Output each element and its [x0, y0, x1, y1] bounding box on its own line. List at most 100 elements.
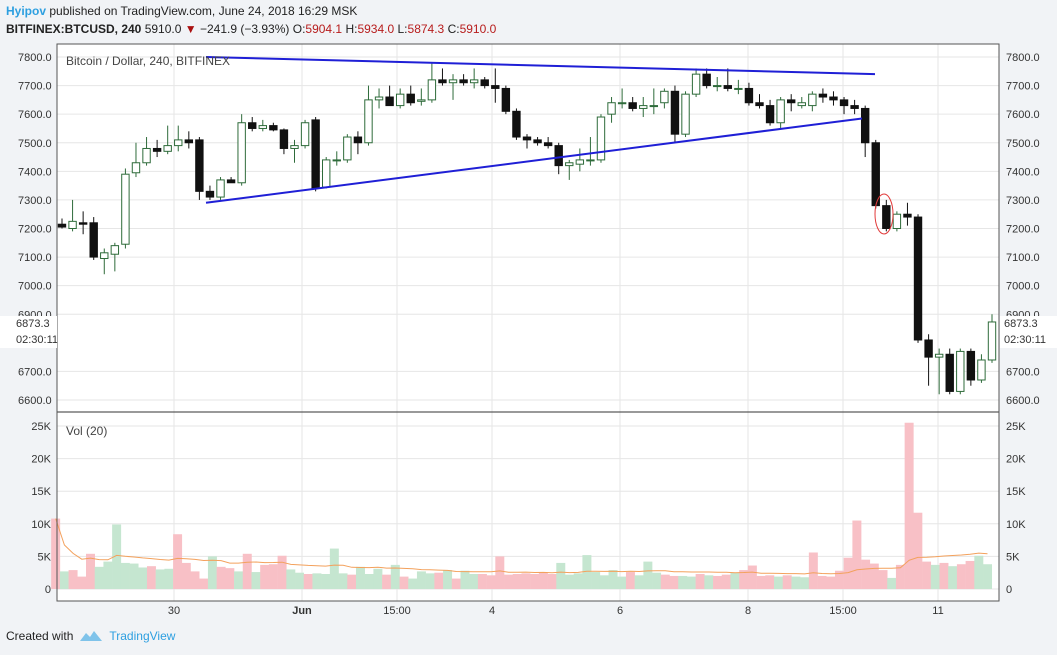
volume-bar [216, 566, 226, 589]
candle-body [892, 213, 902, 229]
volume-bar [887, 577, 897, 589]
volume-bar [103, 561, 113, 589]
candle-body [945, 353, 954, 392]
volume-bar [895, 564, 905, 589]
candle [617, 88, 627, 109]
candle-body [808, 93, 817, 107]
candle [205, 185, 215, 200]
candle [353, 131, 363, 155]
volume-bar [382, 574, 392, 589]
volume-bar [303, 574, 313, 589]
candle [195, 137, 204, 200]
candle-body [322, 159, 331, 188]
candle [174, 125, 183, 152]
tradingview-brand-link[interactable]: TradingView [109, 629, 176, 643]
price-tick-right: 6700.0 [1006, 366, 1040, 378]
candle-body [681, 93, 690, 135]
volume-bar [974, 555, 984, 589]
candle [882, 199, 891, 232]
candle [448, 74, 458, 100]
volume-tick-right: 15K [1006, 486, 1026, 498]
volume-bar [77, 576, 87, 589]
price-tick-right: 6600.0 [1006, 395, 1040, 407]
volume-bar [983, 564, 993, 589]
time-tick: 15:00 [829, 605, 857, 617]
candle [765, 99, 775, 126]
volume-bar [721, 574, 731, 589]
candle-body [966, 350, 976, 381]
candle-body [290, 145, 299, 149]
countdown-right: 02:30:11 [1004, 334, 1046, 346]
volume-bar [704, 575, 714, 589]
candle [374, 88, 384, 109]
volume-bar [930, 564, 940, 589]
candle [934, 348, 944, 395]
volume-bar [434, 572, 444, 589]
price-tick-left: 7700.0 [18, 81, 52, 93]
trendline-resistance[interactable] [205, 56, 876, 76]
volume-bar [573, 573, 583, 589]
volume-title: Vol (20) [66, 424, 107, 438]
candle-body [142, 147, 151, 164]
trendline-support[interactable] [205, 117, 863, 204]
candle [755, 94, 764, 109]
candle [691, 68, 701, 98]
volume-bar [207, 556, 217, 589]
volume-tick-left: 5K [38, 551, 52, 563]
candle [903, 202, 912, 226]
candle [966, 348, 976, 386]
time-axis[interactable]: 30 Jun 15:00 4 6 8 15:00 11 [168, 605, 944, 617]
candle-body [596, 116, 606, 161]
volume-bar [817, 575, 827, 589]
author-name[interactable]: Hyipov [6, 4, 47, 18]
price-tick-left: 7300.0 [18, 195, 52, 207]
candle-body [258, 125, 267, 129]
candle [660, 88, 669, 109]
volume-bar [747, 565, 757, 589]
highlight-ellipse[interactable] [874, 193, 894, 235]
candle [385, 85, 394, 107]
candle [226, 177, 236, 184]
candle [977, 354, 986, 383]
candle-body [300, 122, 310, 147]
price-tick-left: 7600.0 [18, 109, 52, 121]
candle-body [353, 136, 363, 144]
price-tick-left: 7400.0 [18, 166, 52, 178]
volume-bar [826, 576, 836, 589]
open-label: O: [292, 22, 306, 36]
price-tick-right: 7300.0 [1006, 195, 1040, 207]
volume-bar [922, 561, 932, 589]
volume-bar [146, 566, 156, 589]
volume-bar [530, 574, 540, 589]
volume-bar [782, 575, 792, 589]
countdown-left: 02:30:11 [16, 334, 58, 346]
candle [628, 97, 637, 112]
volume-bar [660, 574, 670, 589]
price-axes[interactable]: 7800.0 7800.0 7700.0 7700.0 7600.0 7600.0 7500… [18, 52, 1040, 407]
volume-bar [112, 524, 122, 589]
candle-body [427, 79, 437, 101]
volume-bar [347, 574, 357, 589]
candle-body [639, 105, 648, 109]
candle [808, 91, 817, 112]
volume-tick-left: 0 [45, 584, 51, 596]
candle [913, 214, 923, 343]
candle-body [417, 99, 426, 102]
volume-axes[interactable]: 25K 25K 20K 20K 15K 15K 10K 10K 5K 5K 0 0 [31, 421, 1026, 596]
candle [78, 211, 88, 235]
footer: Created with TradingView [6, 629, 175, 643]
candle-body [131, 162, 141, 174]
candle [121, 168, 130, 249]
volume-moving-average [55, 518, 988, 575]
volume-tick-left: 25K [31, 421, 51, 433]
volume-bar [242, 553, 252, 589]
candle-body [311, 119, 320, 189]
candle-body [617, 102, 627, 105]
volume-bar [373, 568, 383, 589]
down-arrow-icon: ▼ [184, 22, 197, 36]
volume-bar [338, 573, 348, 589]
volume-tick-right: 25K [1006, 421, 1026, 433]
candle-body [163, 145, 172, 152]
volume-bar [582, 555, 592, 589]
